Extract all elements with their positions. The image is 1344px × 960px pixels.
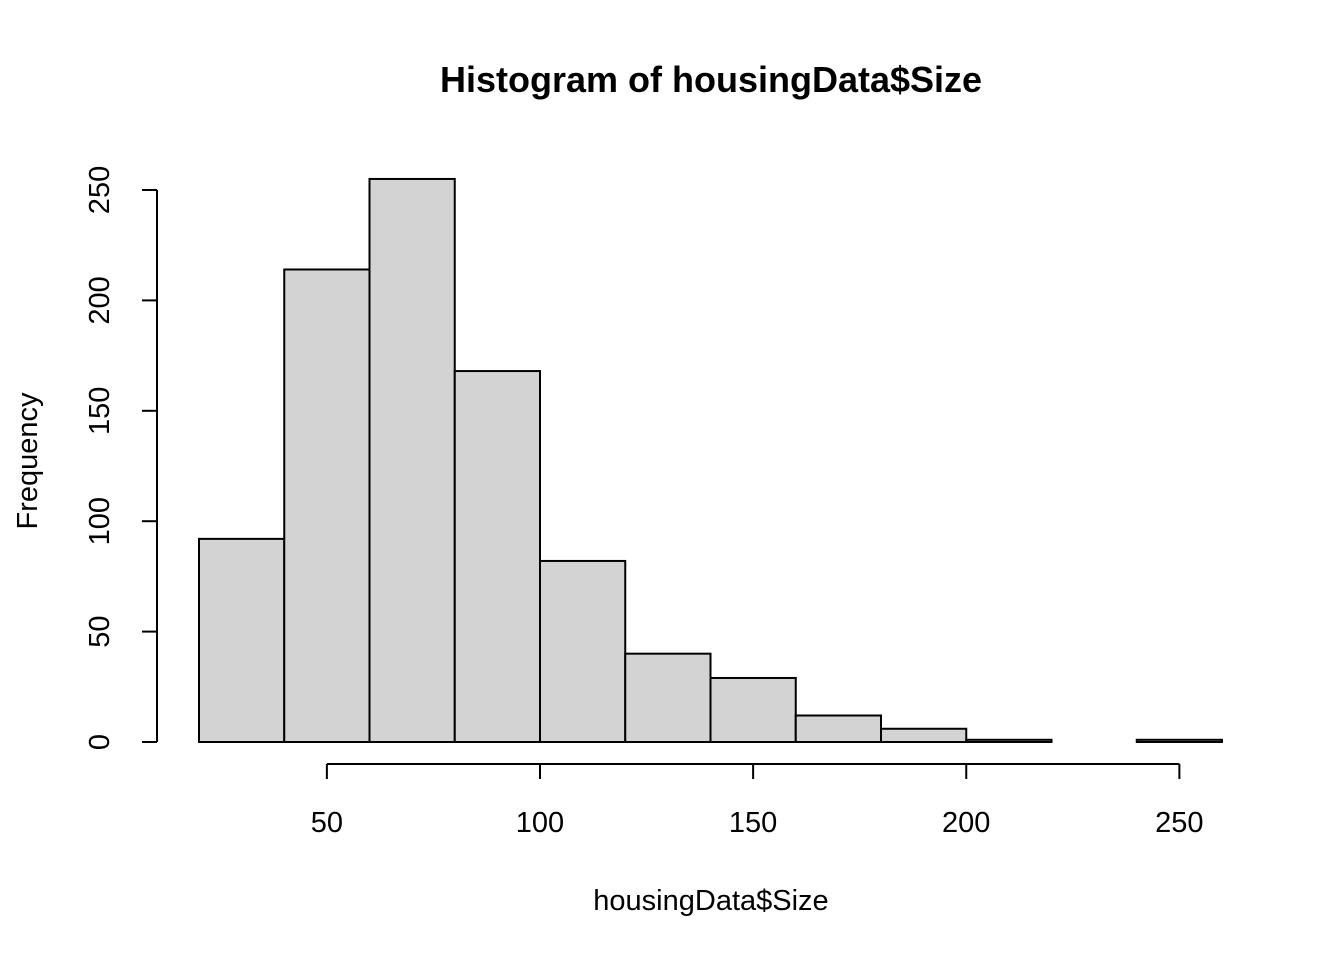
y-tick-label: 150 <box>84 387 116 435</box>
histogram-bar <box>539 559 627 743</box>
histogram-bar <box>880 727 968 744</box>
histogram-bar <box>709 676 797 744</box>
histogram-bar <box>1135 738 1223 743</box>
y-tick-label: 0 <box>84 734 116 750</box>
histogram-bar <box>368 177 456 743</box>
histogram-bar <box>453 370 541 743</box>
y-axis: 0 50 100 150 200 250 <box>84 166 158 750</box>
y-tick-label: 100 <box>84 497 116 545</box>
x-tick-label: 200 <box>942 807 990 839</box>
x-axis-label: housingData$Size <box>593 885 828 917</box>
x-tick-label: 100 <box>516 807 564 839</box>
y-axis-label: Frequency <box>12 392 44 530</box>
histogram-bar <box>965 738 1053 743</box>
histogram-bar <box>794 714 882 744</box>
x-axis: 50 100 150 200 250 <box>311 763 1204 839</box>
y-tick-label: 250 <box>84 166 116 214</box>
bars-group <box>198 177 1223 744</box>
histogram-bar <box>624 652 712 743</box>
y-tick-label: 50 <box>84 615 116 647</box>
histogram-bar <box>198 537 286 744</box>
x-tick-label: 50 <box>311 807 343 839</box>
y-tick-label: 200 <box>84 276 116 324</box>
chart-title: Histogram of housingData$Size <box>440 59 982 100</box>
x-tick-label: 150 <box>729 807 777 839</box>
x-tick-label: 250 <box>1155 807 1203 839</box>
histogram-bar <box>283 268 371 743</box>
